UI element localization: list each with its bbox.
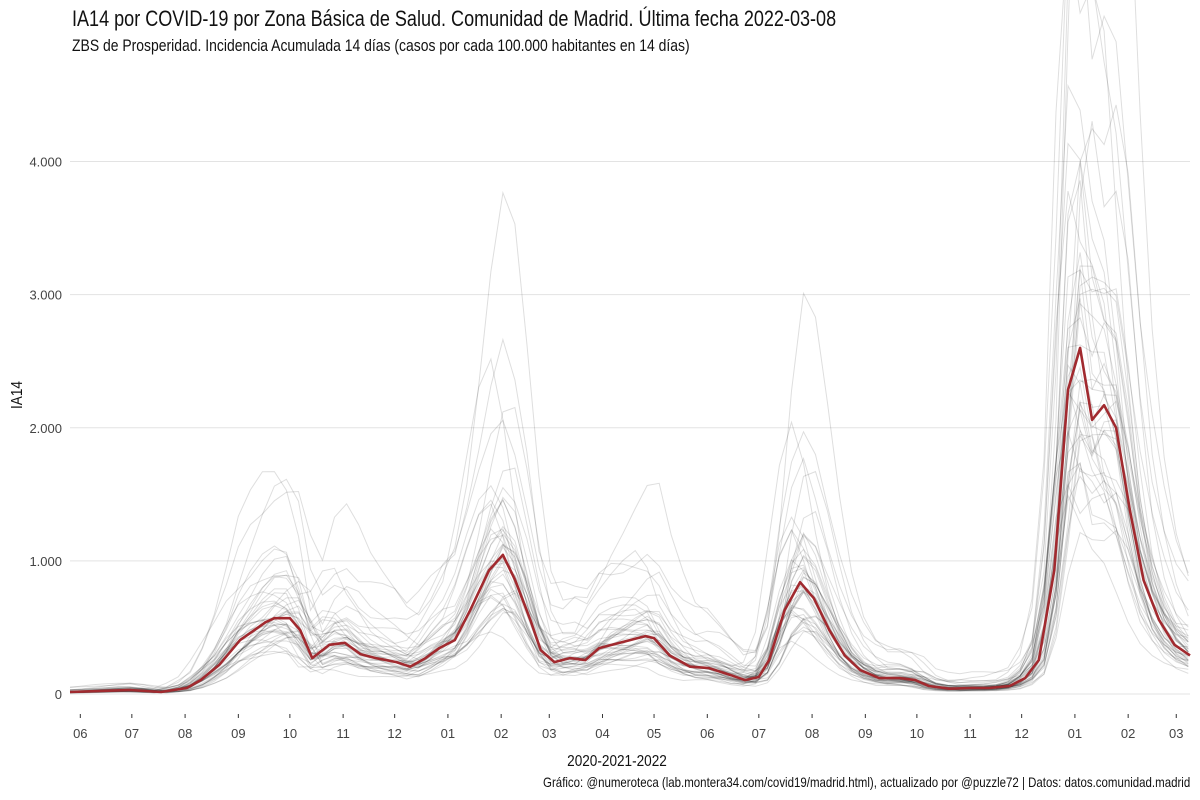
zbs-line — [69, 348, 1189, 693]
y-tick-label: 4.000 — [29, 155, 62, 170]
chart-caption: Gráfico: @numeroteca (lab.montera34.com/… — [542, 774, 1190, 790]
zbs-line — [69, 142, 1189, 692]
x-tick-label: 08 — [178, 726, 192, 741]
x-tick-label: 07 — [752, 726, 766, 741]
zbs-line — [69, 162, 1189, 691]
zbs-line — [69, 121, 1189, 692]
x-tick-label: 05 — [647, 726, 661, 741]
zbs-line — [69, 475, 1189, 694]
zbs-line — [69, 190, 1189, 693]
zbs-line — [69, 483, 1189, 694]
zbs-line — [69, 433, 1189, 694]
y-tick-label: 0 — [55, 687, 62, 702]
x-tick-label: 09 — [231, 726, 245, 741]
zbs-line — [69, 390, 1189, 694]
x-tick-label: 11 — [963, 726, 977, 741]
x-tick-label: 03 — [1169, 726, 1183, 741]
zbs-line — [69, 365, 1189, 693]
x-tick-label: 10 — [283, 726, 297, 741]
x-tick-label: 07 — [125, 726, 139, 741]
zbs-line — [69, 269, 1189, 693]
zbs-line — [69, 430, 1189, 693]
y-tick-label: 2.000 — [29, 421, 62, 436]
y-tick-label: 3.000 — [29, 288, 62, 303]
zbs-line — [69, 0, 1189, 691]
zbs-line — [69, 400, 1189, 693]
x-tick-label: 06 — [73, 726, 87, 741]
zbs-line — [69, 83, 1189, 692]
zbs-line — [69, 402, 1189, 694]
gridlines — [70, 161, 1190, 695]
zbs-line — [69, 104, 1189, 691]
x-tick-label: 11 — [336, 726, 350, 741]
x-tick-label: 08 — [805, 726, 819, 741]
x-tick-label: 06 — [700, 726, 714, 741]
x-tick-label: 04 — [595, 726, 609, 741]
chart-title: IA14 por COVID-19 por Zona Básica de Sal… — [72, 6, 837, 31]
x-tick-label: 01 — [1068, 726, 1082, 741]
zbs-line — [69, 462, 1189, 693]
y-axis-ticks: 0 1.000 2.000 3.000 4.000 — [29, 155, 62, 702]
zbs-line — [69, 529, 1189, 694]
zbs-line — [69, 493, 1189, 694]
x-tick-label: 09 — [858, 726, 872, 741]
x-axis-label: 2020-2021-2022 — [567, 753, 667, 770]
highlight-series — [69, 346, 1191, 694]
zbs-line — [70, 434, 1189, 694]
zbs-line — [69, 0, 1189, 690]
zbs-line — [69, 252, 1189, 692]
y-tick-label: 1.000 — [29, 554, 62, 569]
prosperidad-line — [69, 346, 1191, 694]
x-tick-label: 02 — [1121, 726, 1135, 741]
zbs-line — [69, 362, 1189, 693]
chart-subtitle: ZBS de Prosperidad. Incidencia Acumulada… — [72, 36, 690, 55]
zbs-line — [69, 316, 1189, 693]
zbs-line — [69, 268, 1189, 693]
zbs-line — [69, 298, 1189, 693]
y-axis-label: IA14 — [9, 381, 26, 409]
x-tick-label: 12 — [1014, 726, 1028, 741]
x-tick-label: 10 — [910, 726, 924, 741]
zbs-line — [69, 0, 1189, 688]
zbs-line — [69, 399, 1189, 693]
zbs-line — [69, 401, 1189, 693]
x-axis-ticks: 06 07 08 09 10 11 12 01 02 03 04 05 06 07 08 09 10 11 12 01… — [73, 714, 1183, 741]
other-zbs-lines — [69, 0, 1189, 694]
zbs-line — [69, 462, 1189, 694]
x-tick-label: 03 — [542, 726, 556, 741]
x-tick-label: 01 — [441, 726, 455, 741]
x-tick-label: 02 — [494, 726, 508, 741]
zbs-line — [69, 0, 1189, 691]
x-tick-label: 12 — [387, 726, 401, 741]
